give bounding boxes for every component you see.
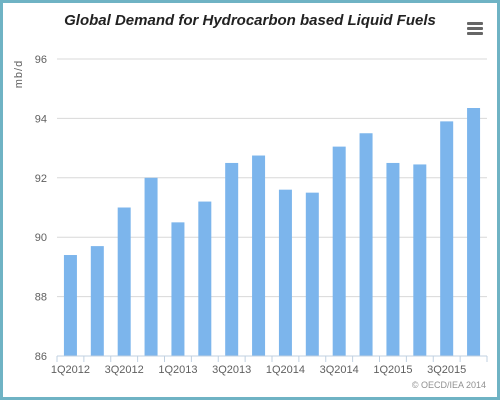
hamburger-menu-icon[interactable] — [467, 22, 483, 36]
bar-3Q2013[interactable] — [225, 162, 239, 356]
bar-4Q2013[interactable] — [252, 155, 266, 356]
bar-1Q2012[interactable] — [63, 255, 77, 356]
y-tick-label: 86 — [35, 351, 47, 363]
x-tick-label: 1Q2013 — [158, 364, 197, 376]
x-tick-label: 1Q2015 — [373, 364, 412, 376]
y-tick-label: 90 — [35, 232, 47, 244]
y-tick-label: 96 — [35, 54, 47, 66]
chart-title: Global Demand for Hydrocarbon based Liqu… — [64, 12, 436, 29]
bar-4Q2014[interactable] — [359, 133, 373, 356]
y-tick-label: 88 — [35, 292, 47, 304]
y-tick-label: 92 — [35, 173, 47, 185]
bar-3Q2014[interactable] — [332, 146, 346, 356]
bar-2Q2013[interactable] — [198, 201, 212, 356]
bar-2Q2014[interactable] — [305, 192, 319, 356]
x-tick-label: 3Q2012 — [105, 364, 144, 376]
bar-3Q2012[interactable] — [117, 207, 131, 357]
x-axis: 1Q2012 3Q2012 1Q2013 3Q2013 1Q2014 3Q2014 1Q20… — [51, 355, 488, 376]
bars — [63, 108, 481, 357]
bar-1Q2015[interactable] — [386, 162, 400, 356]
bar-2Q2015[interactable] — [413, 164, 427, 356]
bar-4Q2015[interactable] — [467, 108, 481, 356]
y-axis-ticks: 86 88 90 92 94 96 — [35, 54, 47, 363]
bar-3Q2015[interactable] — [440, 121, 454, 357]
bar-1Q2014[interactable] — [278, 189, 292, 356]
y-axis-label: mb/d — [13, 60, 25, 88]
credits-text: © OECD/IEA 2014 — [411, 380, 486, 390]
x-tick-label: 1Q2012 — [51, 364, 90, 376]
y-tick-label: 94 — [35, 113, 47, 125]
x-tick-label: 3Q2015 — [427, 364, 466, 376]
bar-2Q2012[interactable] — [90, 246, 104, 356]
x-tick-label: 3Q2014 — [320, 364, 359, 376]
bar-1Q2013[interactable] — [171, 222, 185, 356]
x-tick-label: 3Q2013 — [212, 364, 251, 376]
bar-4Q2012[interactable] — [144, 177, 158, 356]
x-tick-label: 1Q2014 — [266, 364, 305, 376]
